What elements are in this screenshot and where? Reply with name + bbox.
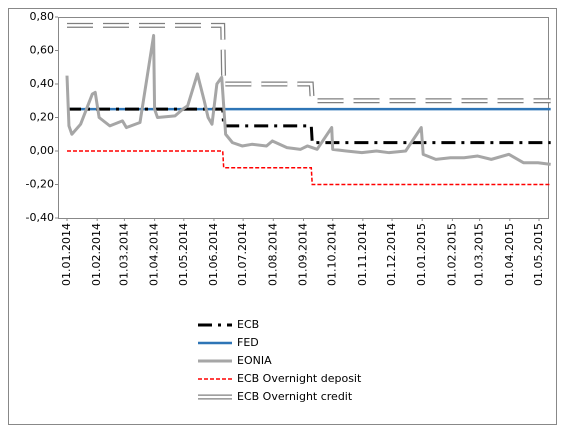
x-tick-label: 01.01.2015 [415, 223, 428, 286]
x-tick-label: 01.02.2014 [90, 223, 103, 286]
x-tick-label: 01.10.2014 [326, 223, 339, 286]
legend-label: ECB Overnight credit [237, 390, 353, 403]
x-tick-label: 01.02.2015 [445, 223, 458, 286]
plot-frame [58, 17, 549, 219]
legend-label: ECB Overnight deposit [237, 372, 362, 385]
x-tick-label: 01.04.2014 [148, 223, 161, 286]
series-line [67, 150, 551, 186]
y-tick-label: 0,60 [30, 44, 55, 57]
x-tick-label: 01.12.2014 [385, 223, 398, 286]
x-tick-label: 01.01.2014 [60, 223, 73, 286]
x-tick-label: 01.04.2015 [503, 223, 516, 286]
y-tick-label: 0,40 [30, 77, 55, 90]
x-tick-label: 01.05.2014 [177, 223, 190, 286]
y-tick-label: -0,40 [26, 211, 54, 224]
series-line [65, 33, 551, 166]
chart-frame [8, 8, 557, 425]
x-tick-label: 01.06.2014 [207, 223, 220, 286]
x-tick-label: 01.03.2015 [473, 223, 486, 286]
x-tick-label: 01.07.2014 [236, 223, 249, 286]
series-line-inner [67, 24, 551, 102]
legend-label: EONIA [237, 354, 272, 367]
x-tick-label: 01.09.2014 [296, 223, 309, 286]
x-tick-label: 01.11.2014 [356, 223, 369, 286]
y-tick-label: 0,00 [30, 144, 55, 157]
series-line [67, 22, 551, 104]
series-line [67, 107, 551, 145]
y-tick-label: 0,80 [30, 10, 55, 23]
x-tick-label: 01.08.2014 [266, 223, 279, 286]
y-tick-label: 0,20 [30, 111, 55, 124]
y-tick-label: -0,20 [26, 178, 54, 191]
x-tick-label: 01.03.2014 [117, 223, 130, 286]
legend-label: ECB [237, 318, 259, 331]
legend-label: FED [237, 336, 259, 349]
x-tick-label: 01.05.2015 [532, 223, 545, 286]
